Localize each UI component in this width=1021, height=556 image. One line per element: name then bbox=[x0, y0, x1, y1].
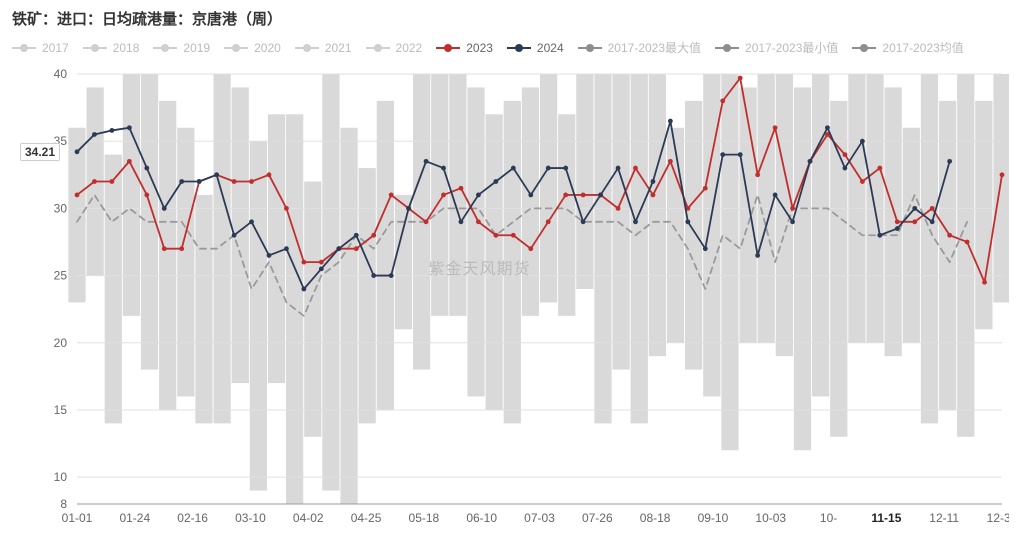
svg-text:10: 10 bbox=[54, 470, 68, 484]
svg-text:30: 30 bbox=[54, 201, 68, 215]
svg-text:8: 8 bbox=[60, 497, 67, 511]
legend-marker-icon bbox=[436, 42, 460, 54]
svg-text:12-11: 12-11 bbox=[929, 511, 959, 525]
svg-text:01-24: 01-24 bbox=[119, 511, 150, 525]
legend-marker-icon bbox=[578, 42, 602, 54]
legend-label: 2017 bbox=[42, 41, 69, 55]
legend-marker-icon bbox=[366, 42, 390, 54]
svg-text:05-18: 05-18 bbox=[409, 511, 440, 525]
legend-label: 2017-2023最大值 bbox=[608, 39, 701, 56]
legend-marker-icon bbox=[715, 42, 739, 54]
legend-item[interactable]: 2018 bbox=[83, 41, 140, 55]
svg-text:06-10: 06-10 bbox=[466, 511, 497, 525]
legend-label: 2017-2023最小值 bbox=[745, 39, 838, 56]
chart-area: 81015202530354001-0101-2402-1603-1004-02… bbox=[12, 64, 1009, 534]
legend-marker-icon bbox=[295, 42, 319, 54]
legend-marker-icon bbox=[12, 42, 36, 54]
legend-label: 2023 bbox=[466, 41, 493, 55]
legend-item[interactable]: 2022 bbox=[366, 41, 423, 55]
y-callout-value: 34.21 bbox=[20, 143, 60, 161]
legend-item[interactable]: 2017-2023最小值 bbox=[715, 39, 838, 56]
chart-svg: 81015202530354001-0101-2402-1603-1004-02… bbox=[12, 64, 1009, 534]
svg-text:12-31: 12-31 bbox=[987, 511, 1009, 525]
legend-item[interactable]: 2019 bbox=[153, 41, 210, 55]
legend-label: 2024 bbox=[537, 41, 564, 55]
legend-label: 2017-2023均值 bbox=[882, 39, 963, 56]
svg-text:03-10: 03-10 bbox=[235, 511, 266, 525]
svg-text:10-03: 10-03 bbox=[755, 511, 786, 525]
legend-marker-icon bbox=[153, 42, 177, 54]
legend: 2017 2018 2019 2020 2021 2022 2023 2024 2017-202… bbox=[12, 39, 1009, 56]
svg-text:09-10: 09-10 bbox=[698, 511, 729, 525]
svg-text:04-02: 04-02 bbox=[293, 511, 324, 525]
legend-marker-icon bbox=[852, 42, 876, 54]
svg-text:08-18: 08-18 bbox=[640, 511, 671, 525]
svg-text:02-16: 02-16 bbox=[177, 511, 208, 525]
legend-label: 2022 bbox=[396, 41, 423, 55]
chart-title: 铁矿：进口：日均疏港量：京唐港（周） bbox=[12, 8, 1009, 29]
svg-text:40: 40 bbox=[54, 67, 68, 81]
legend-label: 2018 bbox=[113, 41, 140, 55]
legend-item[interactable]: 2017-2023均值 bbox=[852, 39, 963, 56]
legend-item[interactable]: 2020 bbox=[224, 41, 281, 55]
svg-text:07-26: 07-26 bbox=[582, 511, 613, 525]
legend-label: 2019 bbox=[183, 41, 210, 55]
svg-text:07-03: 07-03 bbox=[524, 511, 555, 525]
legend-label: 2020 bbox=[254, 41, 281, 55]
svg-text:15: 15 bbox=[54, 403, 68, 417]
svg-text:20: 20 bbox=[54, 336, 68, 350]
legend-item[interactable]: 2017 bbox=[12, 41, 69, 55]
legend-item[interactable]: 2024 bbox=[507, 41, 564, 55]
svg-text:11-15: 11-15 bbox=[871, 511, 901, 525]
svg-text:25: 25 bbox=[54, 269, 68, 283]
svg-text:04-25: 04-25 bbox=[351, 511, 382, 525]
svg-text:01-01: 01-01 bbox=[62, 511, 93, 525]
legend-marker-icon bbox=[83, 42, 107, 54]
legend-marker-icon bbox=[507, 42, 531, 54]
legend-item[interactable]: 2021 bbox=[295, 41, 352, 55]
legend-item[interactable]: 2017-2023最大值 bbox=[578, 39, 701, 56]
legend-marker-icon bbox=[224, 42, 248, 54]
legend-item[interactable]: 2023 bbox=[436, 41, 493, 55]
legend-label: 2021 bbox=[325, 41, 352, 55]
svg-text:10-: 10- bbox=[820, 511, 837, 525]
